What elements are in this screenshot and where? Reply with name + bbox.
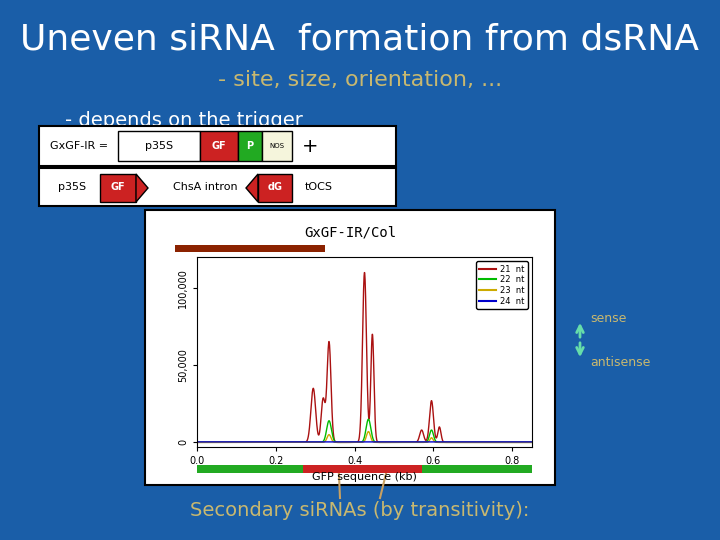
Text: p35S: p35S [58,182,86,192]
Legend: 21  nt, 22  nt, 23  nt, 24  nt: 21 nt, 22 nt, 23 nt, 24 nt [476,261,528,309]
Text: GF: GF [111,182,125,192]
Text: dG: dG [268,182,282,192]
FancyBboxPatch shape [200,131,238,161]
Text: Uneven siRNA  formation from dsRNA: Uneven siRNA formation from dsRNA [20,23,700,57]
FancyBboxPatch shape [262,131,292,161]
Text: GxGF-IR =: GxGF-IR = [50,141,108,151]
FancyBboxPatch shape [39,168,396,206]
FancyBboxPatch shape [118,131,200,161]
Text: tOCS: tOCS [305,182,333,192]
FancyBboxPatch shape [145,210,555,485]
FancyBboxPatch shape [100,174,136,202]
Polygon shape [136,174,148,202]
Text: Secondary siRNAs (by transitivity):: Secondary siRNAs (by transitivity): [190,501,530,519]
Bar [175,245,325,252]
FancyBboxPatch shape [39,126,396,166]
Bar [303,465,422,473]
Text: P: P [246,141,253,151]
Text: GF: GF [212,141,226,151]
FancyBboxPatch shape [258,174,292,202]
X-axis label: GFP sequence (kb): GFP sequence (kb) [312,471,417,482]
Text: - site, size, orientation, ...: - site, size, orientation, ... [218,70,502,90]
Text: sense: sense [590,312,626,325]
Polygon shape [246,174,258,202]
Text: GxGF-IR/Col: GxGF-IR/Col [304,225,396,239]
FancyBboxPatch shape [238,131,262,161]
Text: - depends on the trigger: - depends on the trigger [65,111,303,130]
Text: p35S: p35S [145,141,173,151]
Text: antisense: antisense [590,355,650,368]
Text: ChsA intron: ChsA intron [173,182,238,192]
Text: +: + [302,137,318,156]
Bar [197,465,532,473]
Text: NOS: NOS [269,143,284,149]
